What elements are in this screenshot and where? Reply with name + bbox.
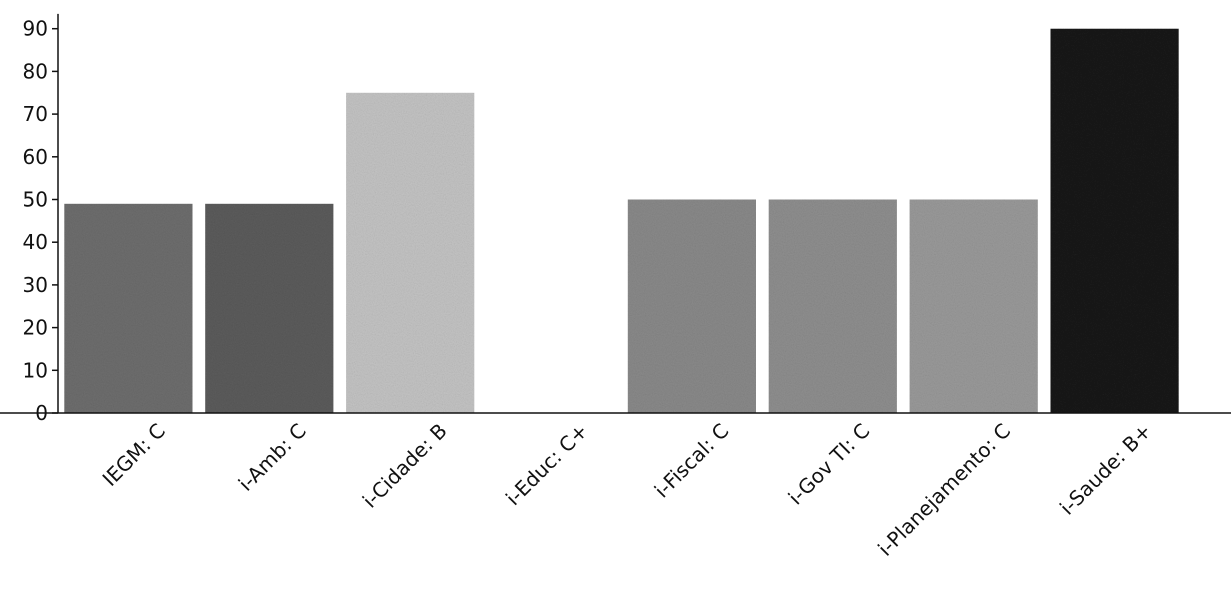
y-tick-label: 90	[23, 17, 48, 41]
y-tick-label: 80	[23, 59, 48, 83]
bar-i-amb-c	[205, 203, 334, 413]
bar-i-planejamento-c	[909, 199, 1038, 413]
bars-layer	[64, 28, 1179, 414]
axes-layer	[0, 13, 1231, 414]
bar-i-fiscal-c	[627, 199, 756, 413]
bar-i-saude-b	[1050, 28, 1179, 413]
x-tick-label-i-saude-b: i-Saude: B+	[1055, 419, 1156, 520]
x-tick-label-i-fiscal-c: i-Fiscal: C	[650, 419, 734, 503]
bar-i-cidade-b	[346, 92, 475, 414]
y-tick-label: 20	[23, 316, 48, 340]
y-axis-ticks: 0 10 20 30 40 50 60 70 80 90	[23, 17, 58, 425]
x-tick-label-i-planejamento-c: i-Planejamento: C	[873, 419, 1015, 561]
y-tick-label: 50	[23, 188, 48, 212]
x-tick-label-i-educ-c: i-Educ: C+	[501, 419, 593, 511]
bar-iegm-c	[64, 203, 193, 413]
y-tick-label: 40	[23, 230, 48, 254]
y-tick-label: 60	[23, 145, 48, 169]
bar-i-gov-ti-c	[768, 199, 897, 413]
y-tick-label: 0	[35, 401, 48, 425]
x-tick-label-i-amb-c: i-Amb: C	[234, 419, 311, 496]
x-tick-label-i-cidade-b: i-Cidade: B	[358, 419, 452, 513]
x-axis-ticks: IEGM: C i-Amb: C i-Cidade: B i-Educ: C+ i-Fi…	[98, 419, 1157, 561]
x-tick-label-i-gov-ti-c: i-Gov TI: C	[783, 419, 874, 510]
x-tick-label-iegm-c: IEGM: C	[98, 419, 170, 491]
y-tick-label: 10	[23, 358, 48, 382]
y-tick-label: 70	[23, 102, 48, 126]
y-tick-label: 30	[23, 273, 48, 297]
